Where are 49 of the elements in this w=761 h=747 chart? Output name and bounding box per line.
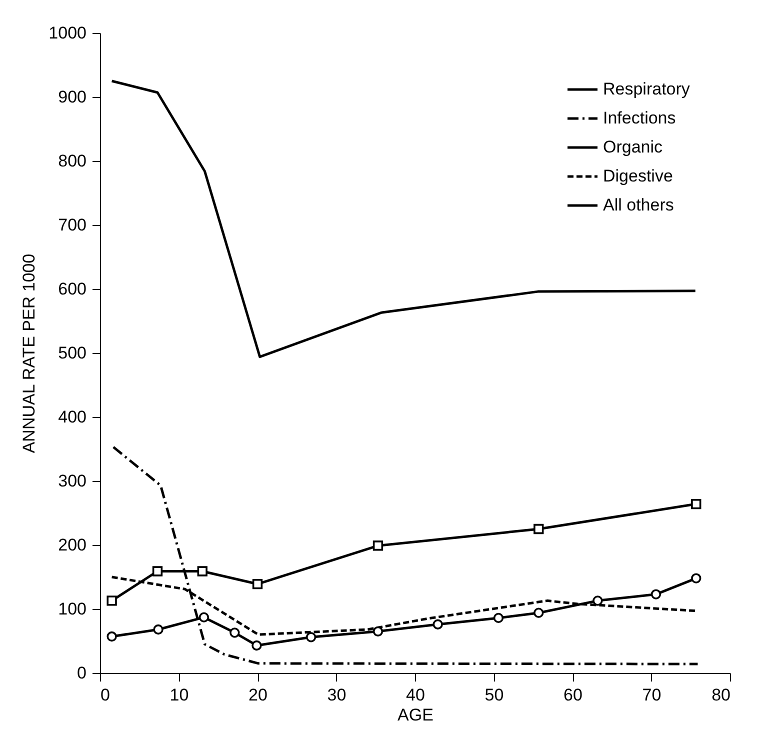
x-tick-label: 60	[564, 686, 582, 704]
point	[372, 626, 384, 636]
y-tick-label: 400	[58, 408, 86, 426]
point	[493, 612, 504, 624]
x-tick-label: 0	[100, 686, 110, 704]
point	[432, 619, 443, 630]
point	[198, 612, 210, 622]
x-tick-label: 40	[406, 686, 425, 704]
point	[691, 498, 702, 510]
point	[534, 608, 544, 618]
point	[252, 578, 263, 590]
point	[372, 540, 384, 551]
x-tick-label: 20	[248, 686, 268, 704]
point	[252, 640, 262, 651]
y-tick-label: 500	[58, 344, 86, 362]
point	[106, 596, 117, 606]
point	[534, 524, 544, 534]
y-tick-label: 800	[58, 152, 86, 170]
point	[153, 624, 164, 635]
y-tick-label: 0	[77, 664, 86, 682]
point	[106, 631, 117, 642]
line-series	[112, 446, 699, 666]
point	[197, 566, 208, 576]
legend-label: Respiratory	[603, 80, 690, 98]
x-tick-label: 70	[642, 686, 662, 704]
point	[592, 596, 603, 606]
y-tick-label: 900	[58, 88, 86, 106]
legend-label: Infections	[603, 108, 676, 128]
x-tick-label: 80	[712, 686, 730, 704]
y-tick-label: 600	[58, 280, 86, 298]
y-tick-label: 100	[58, 600, 86, 618]
point	[152, 566, 163, 576]
legend-label: Digestive	[603, 166, 673, 186]
point	[306, 632, 316, 642]
x-tick-label: 50	[484, 686, 504, 704]
y-tick-label: 200	[58, 536, 86, 554]
x-tick-label: 10	[170, 686, 189, 704]
y-tick-label: 300	[58, 472, 86, 490]
y-tick-label: 1000	[48, 24, 86, 42]
point	[650, 589, 662, 600]
y-tick-label: 700	[58, 216, 86, 234]
x-tick-label: 30	[327, 686, 346, 704]
point	[230, 628, 240, 638]
point	[691, 573, 702, 584]
x-axis-title: AGE	[398, 706, 434, 724]
legend-label: Organic	[603, 138, 664, 156]
legend-label: All others	[603, 196, 674, 214]
y-axis-title: ANNUAL RATE PER 1000	[20, 254, 39, 454]
line-series	[110, 80, 697, 358]
